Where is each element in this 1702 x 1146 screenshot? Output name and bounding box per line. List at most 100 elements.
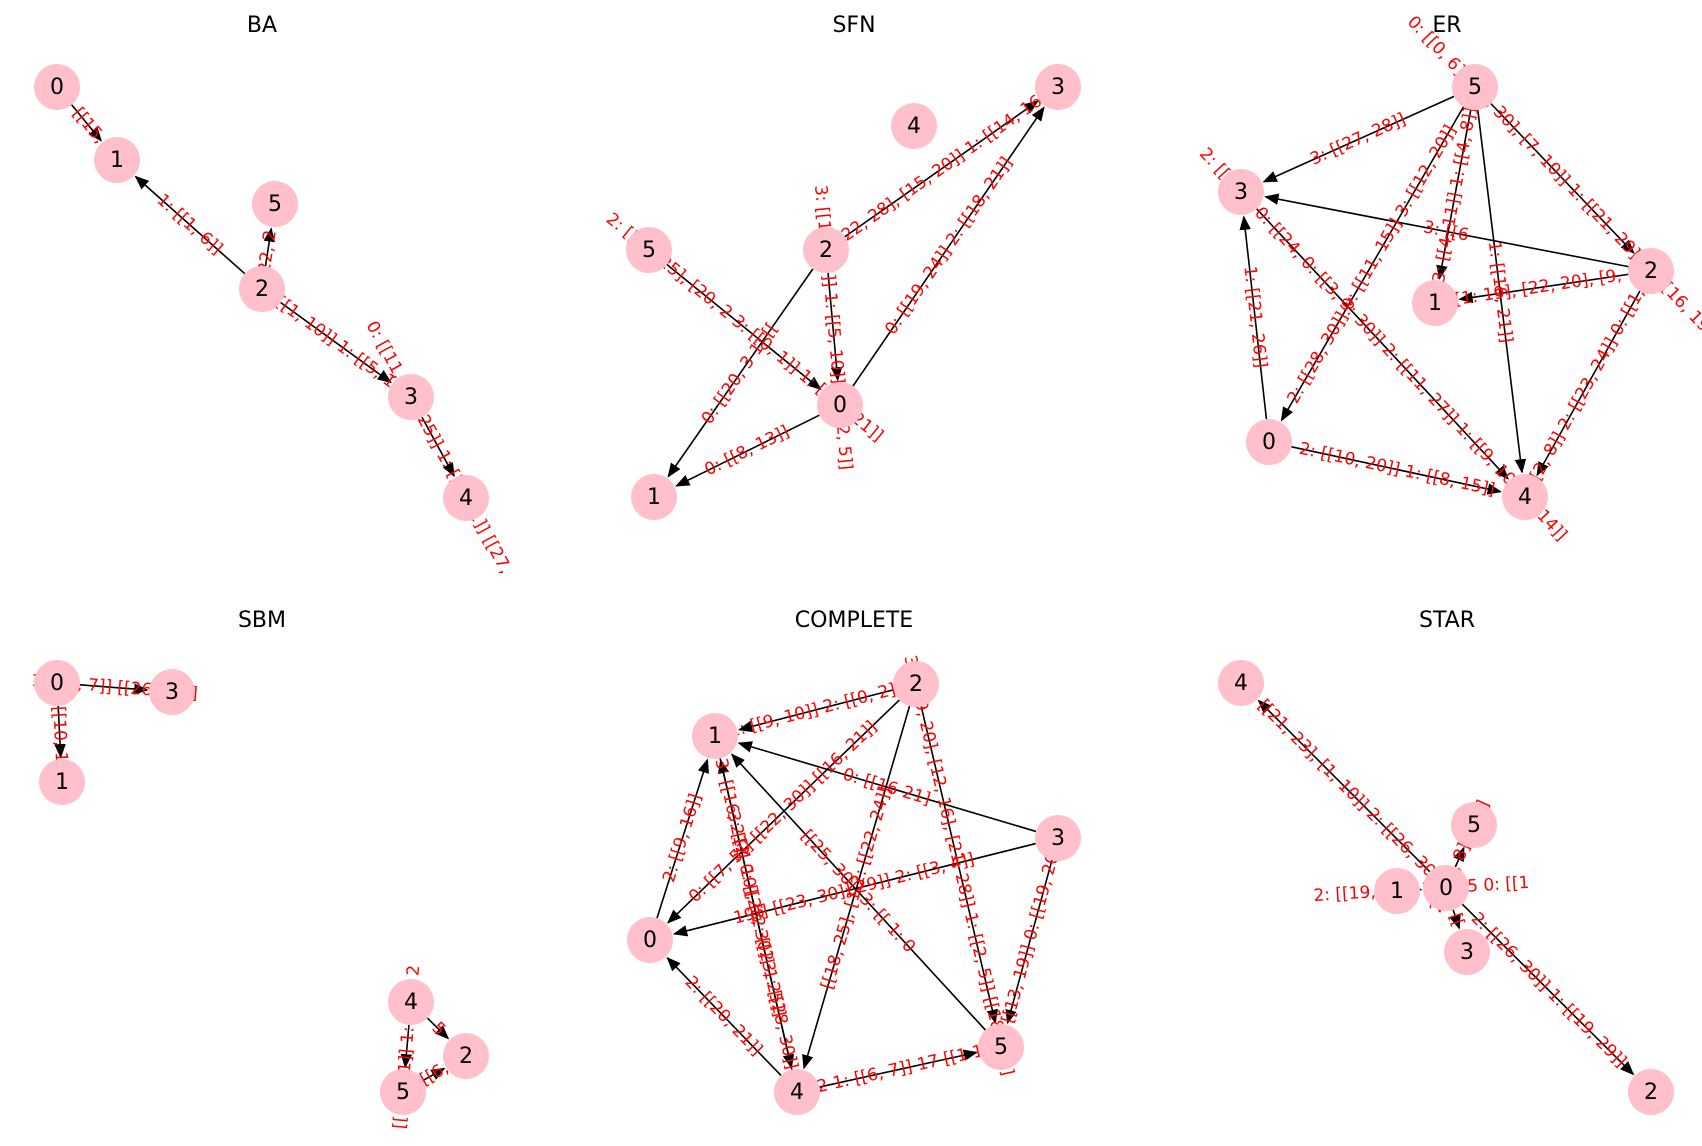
node-5: 5 bbox=[626, 227, 672, 273]
panel-title: STAR bbox=[1419, 608, 1475, 633]
node-2: 2 bbox=[1628, 1069, 1674, 1115]
edge-label: 1: [[21, 26]] bbox=[1239, 265, 1270, 369]
edge-4-2 bbox=[426, 1017, 450, 1040]
node-4: 4 bbox=[443, 475, 489, 521]
node-circle bbox=[34, 64, 80, 110]
node-label: 1 bbox=[1390, 879, 1404, 904]
edge-label-layer: 3: [[27, 28]]0: [[0, 6], [28, 30], [7, 1… bbox=[1195, 12, 1702, 545]
panel-sfn: SFN 0: [[19, 24]] 2: [[18, 21]][[22, 28],… bbox=[602, 13, 1081, 520]
edge-label: 3: [[27, 28]] bbox=[1307, 109, 1409, 169]
edge-0-1 bbox=[656, 758, 709, 919]
edge-2-5 bbox=[920, 706, 998, 1025]
node-0: 0 bbox=[34, 660, 80, 706]
node-label: 2 bbox=[1644, 1080, 1658, 1105]
node-5: 5 bbox=[1451, 802, 1497, 848]
node-label: 4 bbox=[1234, 671, 1248, 696]
node-1: 1 bbox=[1412, 280, 1458, 326]
node-circle bbox=[94, 137, 140, 183]
node-circle bbox=[891, 103, 937, 149]
node-4: 4 bbox=[1502, 474, 1548, 520]
node-label: 2 bbox=[909, 672, 923, 697]
edge-layer bbox=[54, 683, 450, 1082]
node-1: 1 bbox=[1374, 868, 1420, 914]
edge-5-2 bbox=[1490, 103, 1635, 254]
node-circle bbox=[692, 713, 738, 759]
node-label: 0 bbox=[50, 75, 64, 100]
edge-4-5 bbox=[819, 1049, 978, 1088]
edge-2-4 bbox=[802, 705, 911, 1070]
edge-label-layer: 1: [[5, 7]] [[26, 29]]1: 2: [[10, 1 28]]… bbox=[31, 662, 453, 1130]
edge-0-4 bbox=[1291, 446, 1502, 495]
edge-layer bbox=[1239, 95, 1641, 495]
node-layer: 0 1 2 3 4 5 bbox=[34, 660, 489, 1115]
edge-2-1 bbox=[1458, 273, 1629, 304]
node-circle bbox=[1502, 474, 1548, 520]
edge-3-1 bbox=[737, 741, 1037, 833]
node-0: 0 bbox=[817, 382, 863, 428]
node-label: 4 bbox=[404, 990, 418, 1015]
node-label: 5 bbox=[1467, 813, 1481, 838]
node-3: 3 bbox=[1444, 929, 1490, 975]
node-3: 3 bbox=[1035, 815, 1081, 861]
edge-2-1 bbox=[134, 175, 246, 275]
edge-3-5 bbox=[1005, 859, 1053, 1025]
node-label: 5 bbox=[642, 238, 656, 263]
panel-title: COMPLETE bbox=[795, 608, 913, 633]
node-label: 4 bbox=[907, 114, 921, 139]
node-circle bbox=[443, 475, 489, 521]
edge-2-3 bbox=[1264, 193, 1629, 268]
node-circle bbox=[1452, 64, 1498, 110]
panel-star: STAR 0: [[21, 23], [1, 10]] 2: [[26, 30]]… bbox=[1218, 608, 1674, 1115]
edge-5-0 bbox=[1280, 106, 1465, 422]
node-layer: 0 1 2 3 4 5 bbox=[1218, 660, 1674, 1115]
edge-label: 0: [[11, [16, 25]] 1: [[7, 11]] [[27, bbox=[362, 318, 516, 577]
edge-5-3 bbox=[1262, 95, 1455, 183]
edge-layer bbox=[70, 104, 455, 478]
node-label: 3 bbox=[1234, 180, 1248, 205]
edge-2-4 bbox=[1536, 290, 1641, 477]
node-circle bbox=[1423, 865, 1469, 911]
node-circle bbox=[774, 1069, 820, 1115]
node-label: 3 bbox=[1460, 940, 1474, 965]
node-label: 1 bbox=[1428, 291, 1442, 316]
edge-5-1 bbox=[1436, 109, 1472, 280]
node-circle bbox=[1412, 280, 1458, 326]
node-layer: 0 1 2 3 4 5 bbox=[627, 661, 1081, 1115]
edge-2-0 bbox=[827, 272, 843, 382]
node-label: 3 bbox=[1051, 826, 1065, 851]
node-3: 3 bbox=[1035, 64, 1081, 110]
node-label: 0 bbox=[643, 928, 657, 953]
node-4: 4 bbox=[774, 1069, 820, 1115]
node-label: 3 bbox=[165, 680, 179, 705]
node-circle bbox=[817, 382, 863, 428]
node-label: 5 bbox=[268, 192, 282, 217]
edge-label: 3: [[6 bbox=[1422, 217, 1471, 245]
node-layer: 0 1 2 3 4 5 bbox=[34, 64, 489, 521]
panel-ba: BA0: [[15, 21: [[1, 6]] 0: [[22, 2 [[17,0… bbox=[34, 13, 515, 577]
node-label: 5 bbox=[396, 1080, 410, 1105]
node-circle bbox=[626, 227, 672, 273]
node-0: 0 bbox=[627, 917, 673, 963]
edge-0-5 bbox=[1453, 846, 1465, 868]
node-3: 3 bbox=[1218, 169, 1264, 215]
edge-label: 0: [[21, 23], [1, 10]] 2: [[26, 30]] bbox=[1238, 680, 1449, 891]
node-layer: 0 1 2 3 4 5 bbox=[1218, 64, 1674, 520]
node-4: 4 bbox=[1218, 660, 1264, 706]
panel-er: ER3: [[27, 28]]0: [[0, 6], [28, 30], [7,… bbox=[1195, 12, 1702, 545]
node-1: 1 bbox=[94, 137, 140, 183]
edge-2-1 bbox=[667, 268, 814, 478]
node-0: 0 bbox=[1423, 865, 1469, 911]
edge-4-0 bbox=[666, 956, 782, 1077]
node-circle bbox=[803, 227, 849, 273]
node-label: 4 bbox=[790, 1080, 804, 1105]
edge-label: [[1: 19], [22, 20], [9, 1 bbox=[1447, 263, 1639, 311]
edge-0-3 bbox=[852, 106, 1045, 387]
node-label: 1 bbox=[55, 770, 69, 795]
edge-label: [[22, 28], [15, 20]] 1: [[14, 16]] bbox=[827, 84, 1057, 254]
edge-2-3 bbox=[280, 301, 392, 384]
edge-5-0 bbox=[666, 263, 822, 391]
node-circle bbox=[1218, 660, 1264, 706]
edge-0-1 bbox=[675, 414, 820, 487]
